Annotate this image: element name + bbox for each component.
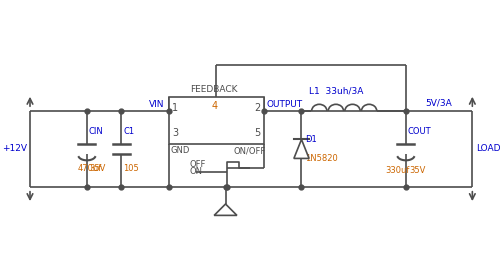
Text: 470uf: 470uf xyxy=(78,164,102,173)
Text: D1: D1 xyxy=(305,135,317,144)
Text: 1: 1 xyxy=(172,103,178,113)
Text: 105: 105 xyxy=(123,164,139,173)
Text: 5V/3A: 5V/3A xyxy=(425,98,451,107)
Text: 5: 5 xyxy=(254,127,260,138)
Text: 35V: 35V xyxy=(410,166,426,175)
Text: 4: 4 xyxy=(211,101,217,111)
Text: CIN: CIN xyxy=(89,127,104,136)
Text: COUT: COUT xyxy=(408,127,431,136)
Text: FEEDBACK: FEEDBACK xyxy=(190,85,238,94)
Text: ON/OFF: ON/OFF xyxy=(233,146,266,155)
Text: +12V: +12V xyxy=(2,144,27,154)
Bar xyxy=(169,97,264,144)
Text: LOAD: LOAD xyxy=(476,144,500,154)
Text: 3: 3 xyxy=(172,127,178,138)
Text: ON: ON xyxy=(189,167,202,176)
Text: VIN: VIN xyxy=(149,100,165,109)
Text: C1: C1 xyxy=(123,127,134,136)
Text: 330uf: 330uf xyxy=(385,166,409,175)
Text: 1N5820: 1N5820 xyxy=(305,154,338,163)
Text: OFF: OFF xyxy=(189,160,206,169)
Text: 2: 2 xyxy=(254,103,260,113)
Text: GND: GND xyxy=(170,146,190,155)
Text: OUTPUT: OUTPUT xyxy=(267,100,303,109)
Text: L1  33uh/3A: L1 33uh/3A xyxy=(309,87,363,96)
Text: 35V: 35V xyxy=(89,164,105,173)
